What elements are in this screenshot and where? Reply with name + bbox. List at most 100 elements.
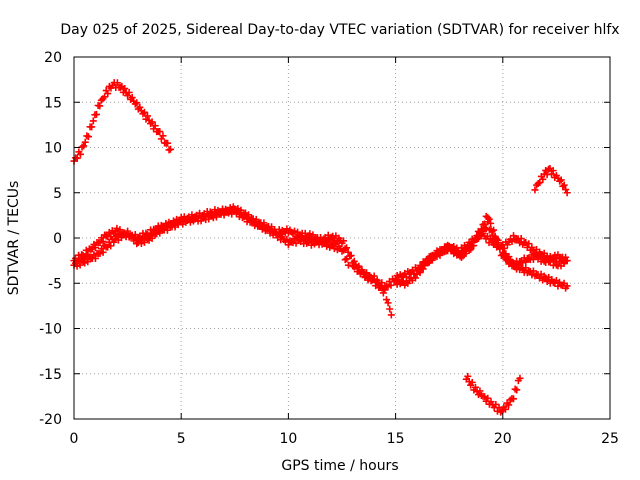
y-tick-label: -10 [39,322,62,338]
data-points [70,79,571,416]
data-point [144,112,152,120]
data-point [89,117,97,125]
data-point [128,94,136,102]
x-axis-label: GPS time / hours [281,458,398,474]
data-point [110,238,118,246]
data-point [451,246,459,254]
data-point [88,123,96,131]
chart-title: Day 025 of 2025, Sidereal Day-to-day VTE… [60,22,619,38]
data-point [347,252,355,260]
data-point [96,102,104,110]
data-point [481,220,489,228]
data-point [485,215,493,223]
x-tick-label: 20 [494,431,512,447]
series-arc-1 [70,79,174,165]
data-point [166,145,174,153]
data-point [148,234,156,242]
data-point [76,150,84,158]
data-point [468,378,476,386]
y-axis-label: SDTVAR / TECUs [6,181,22,296]
data-point [500,244,508,252]
data-point [116,84,124,92]
data-point [73,154,81,162]
data-point [378,279,386,287]
data-point [384,299,392,307]
data-point [104,90,112,98]
data-point [355,264,363,272]
data-point [163,226,171,234]
data-point [442,247,450,255]
data-point [344,261,352,269]
data-point [473,236,481,244]
data-point [552,261,560,269]
data-point [156,128,164,136]
data-point [508,258,516,266]
data-point [528,243,536,251]
data-point [260,221,268,229]
data-point [340,237,348,245]
data-point [91,254,99,262]
y-tick-label: 0 [53,231,62,247]
data-point [517,235,525,243]
data-point [131,100,139,108]
y-tick-label: -20 [39,412,62,428]
data-point [124,227,132,235]
data-point [240,213,248,221]
data-point [560,181,568,189]
y-tick-label: 5 [53,186,62,202]
series-arc-3 [70,205,352,270]
data-point [113,79,121,87]
series-arc-7 [462,372,524,416]
axis-ticks: 0 5 10 15 20 25 -20 -15 -10 -5 0 5 10 15 20 [39,50,619,447]
data-point [427,256,435,264]
data-point [80,142,88,150]
data-point [501,405,509,413]
y-tick-label: 20 [44,50,62,66]
data-point [487,219,495,227]
data-point [464,372,472,380]
data-point [487,235,495,243]
data-point [416,269,424,277]
data-point [525,240,533,248]
data-point [125,88,133,96]
x-tick-label: 15 [387,431,405,447]
data-point [136,103,144,111]
data-point [434,250,442,258]
data-point [419,265,427,273]
data-point [93,110,101,118]
data-point [470,242,478,250]
data-point [557,176,565,184]
data-point [503,256,511,264]
data-point [531,186,539,194]
data-point [548,275,556,283]
data-point [488,228,496,236]
data-point [477,225,485,233]
data-point [549,167,557,175]
data-point [492,400,500,408]
data-point [505,401,513,409]
x-tick-label: 5 [177,431,186,447]
data-point [510,232,518,240]
data-point [514,261,522,269]
data-point [511,385,519,393]
data-point [563,282,571,290]
data-point [387,311,395,319]
data-point [252,218,260,226]
data-point [133,99,141,107]
data-point [554,251,562,259]
data-point [534,180,542,188]
data-point [513,386,521,394]
x-tick-label: 0 [70,431,79,447]
data-point [99,237,107,245]
data-point [140,108,148,116]
data-point [148,118,156,126]
y-tick-label: -5 [48,276,62,292]
data-point [81,138,89,146]
data-point [124,92,132,100]
data-point [292,239,300,247]
y-tick-label: -15 [39,367,62,383]
data-point [131,233,139,241]
data-point [467,245,475,253]
data-point [563,257,571,265]
